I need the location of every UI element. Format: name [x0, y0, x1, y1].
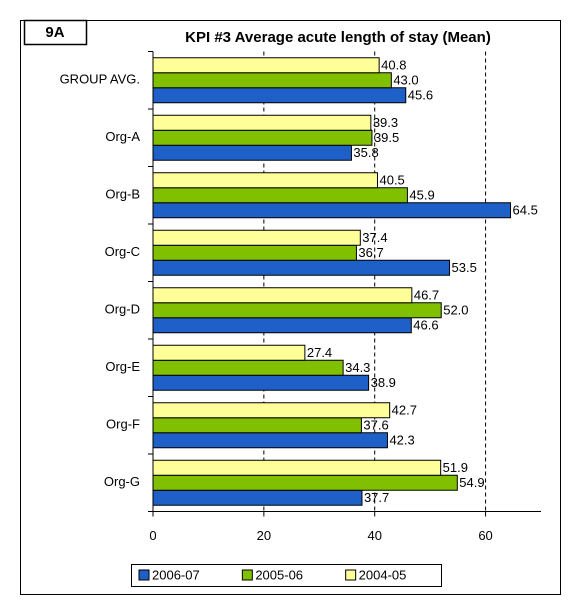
- bar: [152, 244, 357, 261]
- legend-swatch: [138, 569, 150, 581]
- value-label: 45.6: [408, 88, 433, 103]
- legend-label: 2004-05: [359, 567, 407, 582]
- value-label: 40.8: [381, 58, 406, 73]
- value-label: 40.5: [379, 173, 404, 188]
- value-label: 53.5: [452, 260, 477, 275]
- bar: [152, 359, 344, 376]
- value-label: 39.5: [374, 130, 399, 145]
- value-label: 37.4: [362, 230, 387, 245]
- value-label: 37.6: [363, 418, 388, 433]
- bar: [152, 344, 306, 361]
- value-label: 46.6: [413, 318, 438, 333]
- x-tick-label: 60: [478, 528, 492, 543]
- value-label: 38.9: [371, 375, 396, 390]
- chart-title: KPI #3 Average acute length of stay (Mea…: [185, 29, 491, 46]
- value-label: 51.9: [443, 460, 468, 475]
- value-label: 34.3: [345, 360, 370, 375]
- legend-swatch: [241, 569, 253, 581]
- bar: [152, 187, 408, 204]
- value-label: 42.3: [389, 433, 414, 448]
- bar: [152, 287, 413, 304]
- value-label: 46.7: [414, 288, 439, 303]
- bar: [152, 459, 442, 476]
- y-tick-label: Org-A: [105, 129, 140, 144]
- y-tick-label: Org-E: [105, 359, 140, 374]
- bar: [152, 72, 392, 89]
- bar: [152, 474, 458, 491]
- bar: [152, 374, 370, 391]
- legend-swatch: [345, 569, 357, 581]
- y-tick-label: GROUP AVG.: [60, 72, 140, 87]
- y-tick-label: Org-D: [105, 302, 140, 317]
- value-label: 35.8: [353, 145, 378, 160]
- bar: [152, 144, 352, 161]
- bar: [152, 402, 391, 419]
- y-tick-label: Org-B: [105, 187, 140, 202]
- legend-label: 2005-06: [255, 567, 303, 582]
- value-label: 27.4: [307, 345, 332, 360]
- bar: [152, 417, 362, 434]
- value-label: 39.3: [373, 115, 398, 130]
- x-tick-label: 40: [367, 528, 381, 543]
- y-tick-label: Org-C: [105, 244, 140, 259]
- bar: [152, 129, 373, 146]
- x-tick-label: 0: [149, 528, 156, 543]
- bar: [152, 172, 378, 189]
- bar: [152, 202, 512, 219]
- badge-box: [23, 19, 88, 46]
- value-label: 36.7: [358, 245, 383, 260]
- value-label: 54.9: [459, 475, 484, 490]
- value-label: 42.7: [392, 403, 417, 418]
- x-tick-label: 20: [257, 528, 271, 543]
- y-tick-label: Org-G: [104, 474, 140, 489]
- bar: [152, 87, 407, 104]
- value-label: 64.5: [513, 203, 538, 218]
- bar: [152, 489, 363, 506]
- bar: [152, 229, 361, 246]
- value-label: 45.9: [409, 188, 434, 203]
- bar: [152, 57, 380, 74]
- legend-box: [131, 564, 442, 587]
- bar: [152, 114, 372, 131]
- bar: [152, 302, 442, 319]
- value-label: 52.0: [443, 303, 468, 318]
- badge: 9A: [45, 24, 64, 41]
- bar: [152, 259, 451, 276]
- legend-label: 2006-07: [152, 567, 200, 582]
- y-tick-label: Org-F: [106, 417, 140, 432]
- bar: [152, 432, 388, 449]
- value-label: 43.0: [393, 73, 418, 88]
- bar: [152, 317, 412, 334]
- value-label: 37.7: [364, 490, 389, 505]
